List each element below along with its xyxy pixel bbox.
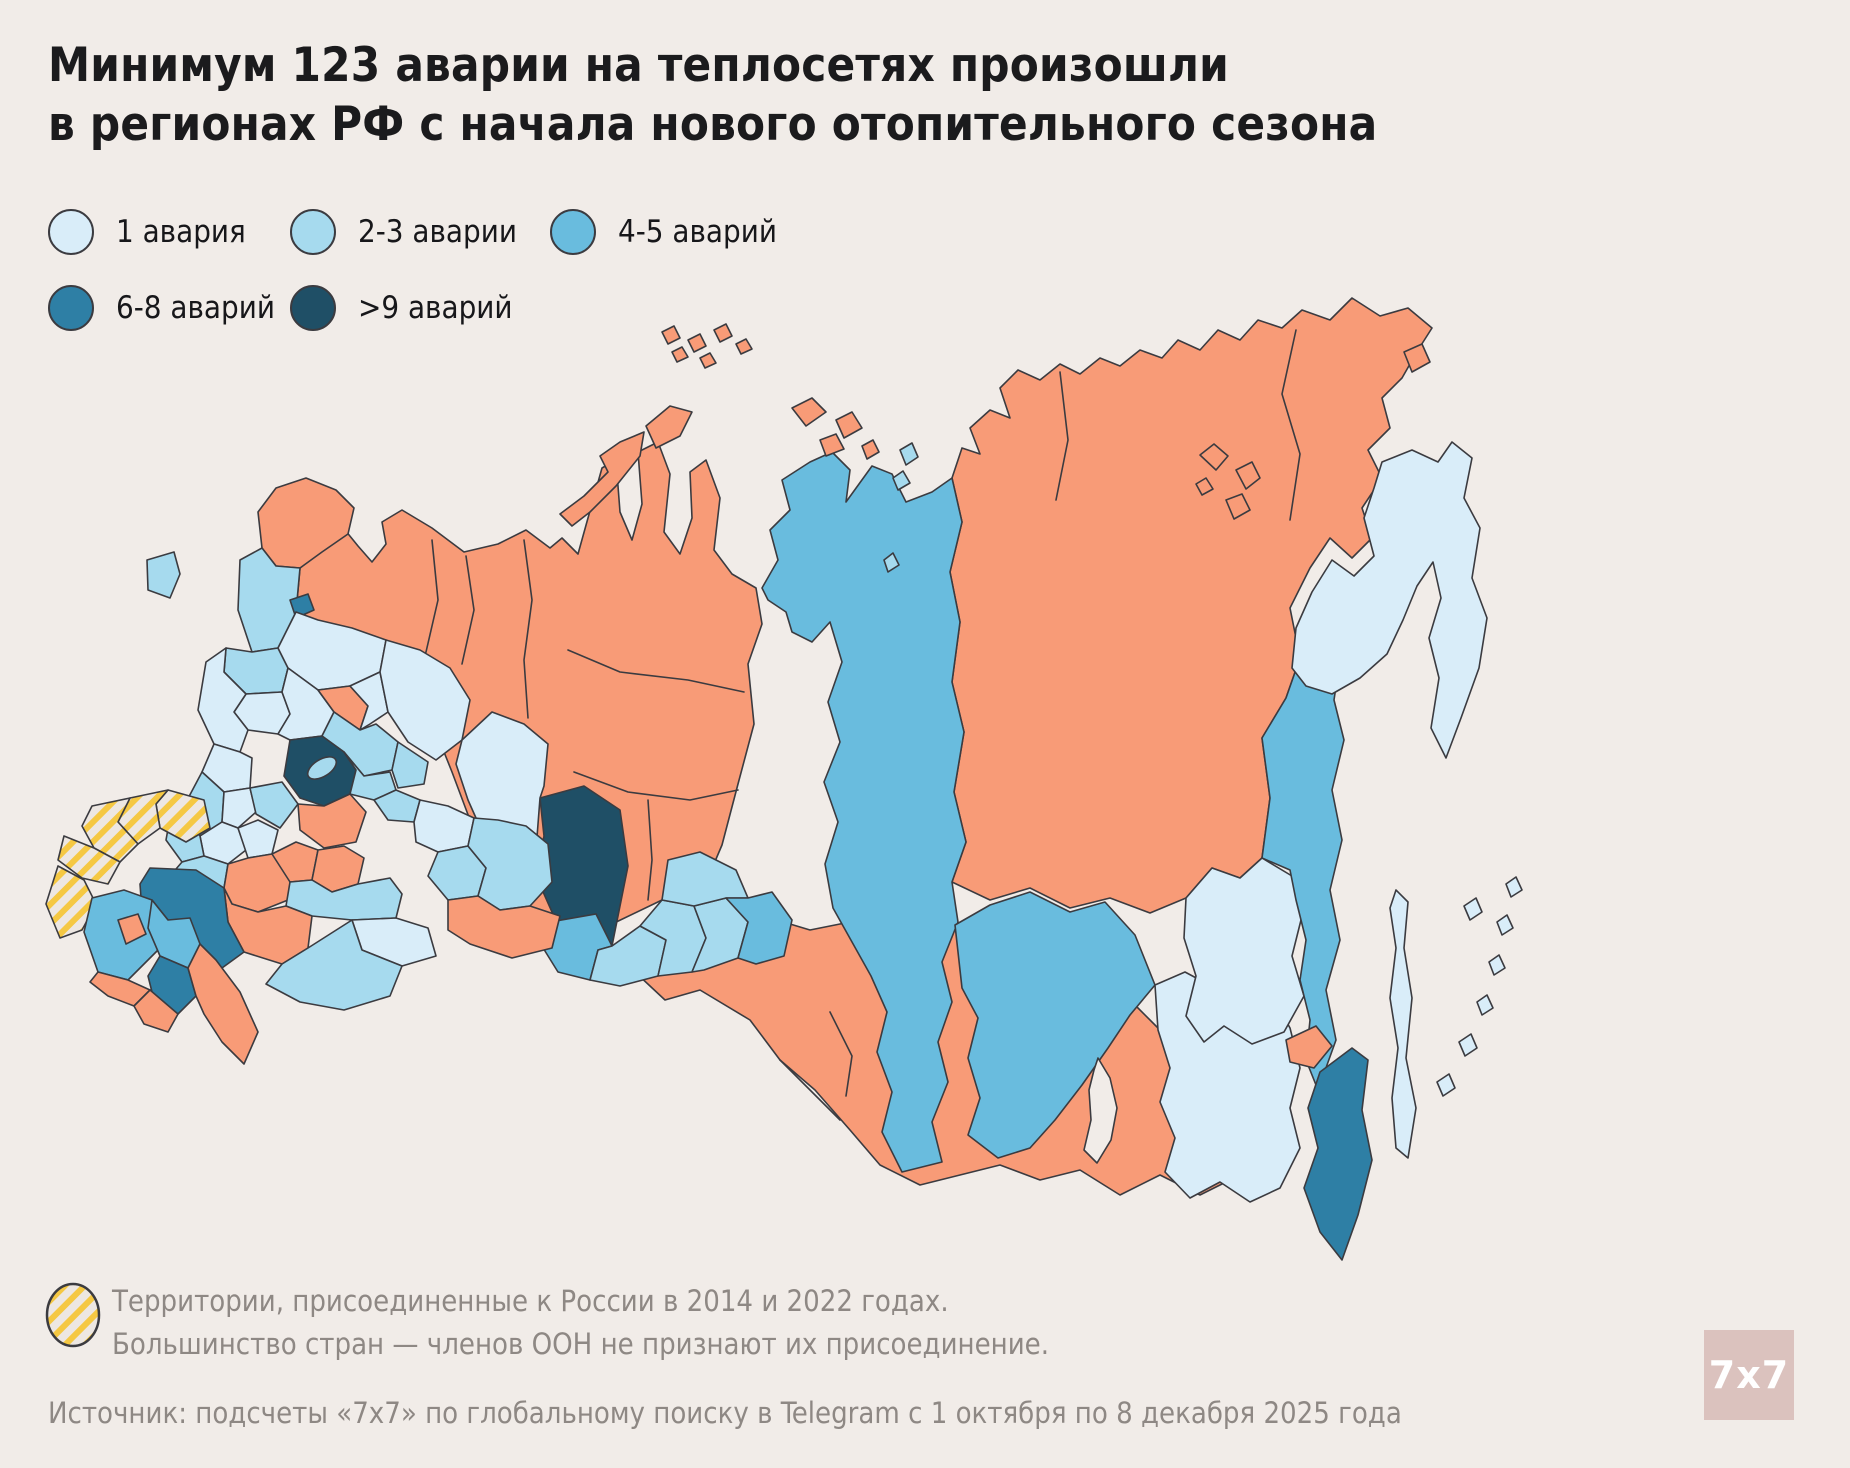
region-wrangel-island xyxy=(1403,343,1431,373)
7x7-logo: 7x7 xyxy=(1704,1330,1794,1420)
region-kuril-island xyxy=(1496,914,1514,936)
page-title: Минимум 123 аварии на теплосетях произош… xyxy=(48,36,1377,154)
legend-item-5: >9 аварий xyxy=(290,285,550,331)
legend-swatch-2-3-accidents xyxy=(290,209,336,255)
region-kuril-island xyxy=(1458,1033,1478,1057)
legend: 1 авария 2-3 аварии 4-5 аварий 6-8 авари… xyxy=(48,206,777,358)
region-franz-josef-land xyxy=(671,346,689,363)
region-severnaya-zemlya xyxy=(861,439,880,460)
region-novaya-zemlya xyxy=(559,431,645,527)
region-kaluga xyxy=(221,787,257,829)
region-amur xyxy=(1183,857,1305,1045)
region-mari-el xyxy=(391,741,429,789)
legend-label: >9 аварий xyxy=(358,290,513,326)
legend-row-1: 1 авария 2-3 аварии 4-5 аварий xyxy=(48,206,777,258)
region-primorye xyxy=(1303,1047,1373,1261)
region-new-siberian-islands xyxy=(1199,443,1229,471)
region-kuril-island xyxy=(1463,897,1483,921)
region-kalmykia xyxy=(265,919,403,1011)
legend-row-2: 6-8 аварий >9 аварий xyxy=(48,282,777,334)
region-kemerovo xyxy=(725,891,793,965)
region-arctic-islet xyxy=(899,442,919,466)
legend-item-2: 2-3 аварии xyxy=(290,209,550,255)
region-severnaya-zemlya xyxy=(819,433,845,457)
region-krasnoyarsk xyxy=(761,451,967,1173)
region-kuril-island xyxy=(1476,994,1494,1016)
region-irkutsk xyxy=(954,891,1156,1159)
legend-swatch-1-accident xyxy=(48,209,94,255)
lake-baikal xyxy=(1083,1057,1118,1164)
region-pskov xyxy=(197,647,249,753)
title-line-2: в регионах РФ с начала нового отопительн… xyxy=(48,97,1378,153)
region-jewish-ao xyxy=(1285,1025,1333,1069)
annexed-note-icon xyxy=(45,1282,101,1348)
title-line-1: Минимум 123 аварии на теплосетях произош… xyxy=(48,38,1229,93)
region-arctic-islet xyxy=(892,470,911,491)
region-kirov xyxy=(379,639,471,761)
legend-item-4: 6-8 аварий xyxy=(48,285,290,331)
region-franz-josef-land xyxy=(713,323,733,343)
region-severnaya-zemlya xyxy=(791,397,827,427)
region-novaya-zemlya xyxy=(645,405,693,449)
region-moscow-city xyxy=(306,756,338,780)
annexed-note-line-1: Территории, присоединенные к России в 20… xyxy=(112,1284,949,1318)
region-kuril-island xyxy=(1436,1073,1456,1097)
annexed-note-line-2: Большинство стран — членов ООН не призна… xyxy=(112,1326,1050,1361)
legend-label: 1 авария xyxy=(116,214,246,250)
region-sakhalin xyxy=(1389,889,1417,1159)
region-severnaya-zemlya xyxy=(835,411,863,439)
region-franz-josef-land xyxy=(687,333,707,353)
region-lipetsk xyxy=(237,819,279,859)
legend-swatch-9plus-accidents xyxy=(290,285,336,331)
region-franz-josef-land xyxy=(735,338,753,355)
legend-item-3: 4-5 аварий xyxy=(550,209,777,255)
region-magadan-kamchatka xyxy=(1291,441,1488,759)
region-adygea xyxy=(117,913,147,945)
region-tomsk xyxy=(661,851,749,907)
source-note: Источник: подсчеты «7x7» по глобальному … xyxy=(48,1396,1402,1430)
region-dagestan xyxy=(187,943,259,1065)
legend-swatch-6-8-accidents xyxy=(48,285,94,331)
legend-label: 6-8 аварий xyxy=(116,290,275,326)
region-annexed-zaporizhzhia xyxy=(81,797,139,863)
region-kaliningrad xyxy=(146,551,181,599)
legend-swatch-4-5-accidents xyxy=(550,209,596,255)
annexed-note: Территории, присоединенные к России в 20… xyxy=(112,1280,1049,1366)
legend-item-1: 1 авария xyxy=(48,209,290,255)
region-kuril-island xyxy=(1488,954,1506,976)
region-new-siberian-islands xyxy=(1235,461,1261,490)
legend-label: 4-5 аварий xyxy=(618,214,777,250)
region-caucasus-south xyxy=(133,989,179,1033)
region-new-siberian-islands xyxy=(1225,493,1251,520)
region-yakutia-chukotka xyxy=(949,297,1433,914)
region-ryazan xyxy=(297,793,367,849)
region-annexed-crimea xyxy=(45,865,97,939)
region-kuril-island xyxy=(1505,876,1523,898)
region-tula xyxy=(249,781,299,829)
region-orenburg xyxy=(447,895,561,959)
region-franz-josef-land xyxy=(661,325,681,345)
region-arctic-islet xyxy=(883,552,900,573)
region-annexed-kherson xyxy=(57,835,121,885)
region-new-siberian-islands xyxy=(1195,477,1214,496)
legend-label: 2-3 аварии xyxy=(358,214,517,250)
region-franz-josef-land xyxy=(699,352,717,369)
